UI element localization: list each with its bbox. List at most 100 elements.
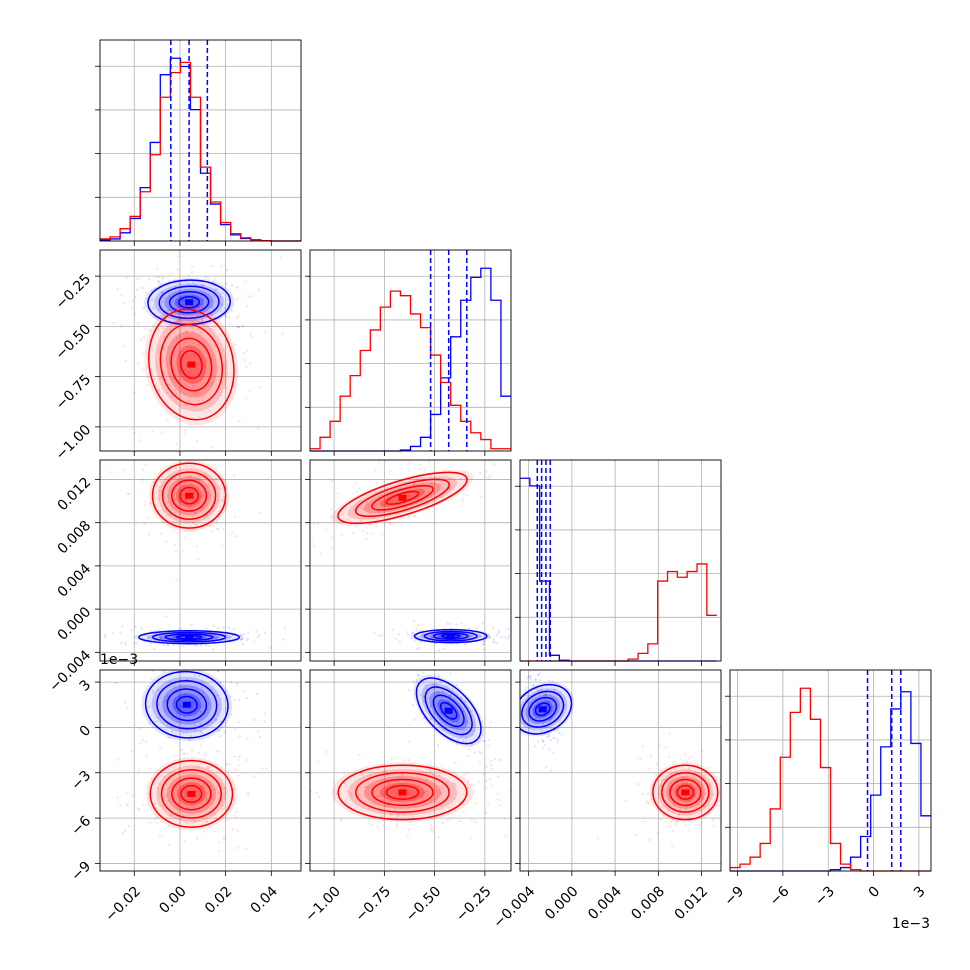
scatter-point-0-1 xyxy=(176,350,179,353)
scatter-point-4-0 xyxy=(461,735,464,738)
scatter-point-4-0 xyxy=(444,725,447,729)
scatter-point-3-0 xyxy=(424,493,427,496)
density-peak-3-0 xyxy=(398,494,407,501)
scatter-point-2-0 xyxy=(202,690,205,693)
scatter-point-5-1 xyxy=(639,757,642,760)
scatter-point-0-0 xyxy=(236,316,239,319)
scatter-point-1-0 xyxy=(182,495,185,498)
scatter-point-4-0 xyxy=(434,683,437,686)
scatter-point-3-0 xyxy=(330,546,333,549)
panel-frame-pair-2 xyxy=(99,669,302,872)
scatter-point-3-1 xyxy=(438,635,441,638)
scatter-point-2-1 xyxy=(225,819,228,822)
scatter-point-1-1 xyxy=(282,638,285,641)
y-tick-label-1-3: −1.00 xyxy=(53,422,95,464)
scatter-point-2-1 xyxy=(126,804,129,807)
scatter-point-4-1 xyxy=(368,770,371,773)
scatter-point-5-1 xyxy=(672,811,675,814)
scatter-point-0-0 xyxy=(125,276,128,279)
scatter-point-4-0 xyxy=(448,694,451,697)
scatter-point-5-0 xyxy=(543,693,546,696)
scatter-point-3-1 xyxy=(418,646,421,649)
scatter-point-5-1 xyxy=(711,793,714,796)
scatter-point-0-1 xyxy=(213,290,217,293)
scatter-point-1-0 xyxy=(201,506,204,509)
scatter-point-3-1 xyxy=(463,643,466,646)
scatter-point-0-0 xyxy=(131,300,134,303)
scatter-point-4-1 xyxy=(343,771,346,774)
scatter-point-4-1 xyxy=(430,830,433,833)
scatter-point-4-1 xyxy=(503,817,506,820)
scatter-point-2-0 xyxy=(258,736,262,739)
scatter-point-0-0 xyxy=(152,307,155,310)
scatter-point-3-1 xyxy=(475,628,478,631)
scatter-point-5-0 xyxy=(526,694,529,697)
scatter-point-0-0 xyxy=(224,282,227,286)
scatter-point-2-1 xyxy=(167,768,170,771)
scatter-point-3-0 xyxy=(385,504,388,507)
scatter-point-4-1 xyxy=(471,819,474,822)
scatter-point-2-0 xyxy=(230,681,233,684)
scatter-point-5-1 xyxy=(635,757,639,760)
scatter-point-3-1 xyxy=(482,643,485,646)
scatter-point-1-0 xyxy=(176,532,179,535)
scatter-point-0-0 xyxy=(136,288,139,291)
scatter-point-2-1 xyxy=(121,831,124,834)
scatter-point-4-1 xyxy=(268,826,270,828)
scatter-point-3-0 xyxy=(340,534,343,537)
scatter-point-0-1 xyxy=(155,366,158,370)
scatter-point-2-0 xyxy=(189,735,192,738)
scatter-point-4-0 xyxy=(437,675,441,678)
x-tick-label-1-1: −0.50 xyxy=(403,883,445,925)
scatter-point-0-0 xyxy=(150,289,153,292)
scatter-point-2-1 xyxy=(208,769,211,772)
scatter-point-2-1 xyxy=(265,767,268,770)
scatter-point-4-1 xyxy=(448,806,451,809)
scatter-point-4-0 xyxy=(421,659,423,661)
scatter-point-4-0 xyxy=(425,688,428,691)
scatter-point-2-0 xyxy=(163,670,166,673)
scatter-point-4-1 xyxy=(469,837,472,840)
pair-layer-0 xyxy=(112,250,284,449)
scatter-point-1-1 xyxy=(208,644,211,647)
scatter-point-2-1 xyxy=(116,758,119,761)
contour-1-1-0 xyxy=(138,629,241,645)
scatter-point-4-1 xyxy=(498,804,501,807)
scatter-point-0-0 xyxy=(152,316,155,319)
scatter-point-0-1 xyxy=(279,256,282,259)
scatter-point-3-0 xyxy=(407,495,410,498)
contour-2-1-1 xyxy=(160,769,222,819)
scatter-point-3-0 xyxy=(325,528,328,531)
scatter-point-2-0 xyxy=(237,720,240,723)
scatter-point-4-1 xyxy=(513,779,515,781)
scatter-point-5-0 xyxy=(548,727,551,730)
scatter-point-5-1 xyxy=(650,755,653,758)
contour-5-0-1 xyxy=(521,690,565,728)
scatter-point-2-1 xyxy=(162,834,165,837)
scatter-point-5-1 xyxy=(660,818,663,821)
scatter-point-3-0 xyxy=(373,516,376,520)
pair-layer-3 xyxy=(310,460,510,652)
x-tick-label-3-1: 0 xyxy=(866,883,884,901)
scatter-point-3-0 xyxy=(388,494,392,497)
scatter-point-4-1 xyxy=(437,800,440,803)
scatter-point-0-1 xyxy=(245,397,248,400)
scatter-point-3-1 xyxy=(442,647,445,650)
scatter-point-3-0 xyxy=(358,499,361,502)
scatter-point-1-0 xyxy=(216,528,220,531)
scatter-point-2-0 xyxy=(214,718,217,721)
scatter-point-3-0 xyxy=(442,486,445,489)
scatter-point-0-0 xyxy=(179,282,182,285)
scatter-point-4-0 xyxy=(429,705,432,708)
scatter-point-1-1 xyxy=(135,642,138,645)
scatter-point-4-1 xyxy=(446,780,449,783)
scatter-point-2-1 xyxy=(245,847,248,850)
scatter-point-2-1 xyxy=(132,794,135,797)
x-tick-label-2-4: −0.004 xyxy=(490,883,538,931)
scatter-point-2-1 xyxy=(186,752,189,755)
scatter-point-0-1 xyxy=(156,276,159,279)
scatter-point-2-1 xyxy=(145,754,148,757)
scatter-point-0-0 xyxy=(161,300,164,303)
scatter-point-0-0 xyxy=(236,325,239,328)
scatter-point-0-1 xyxy=(165,391,168,394)
